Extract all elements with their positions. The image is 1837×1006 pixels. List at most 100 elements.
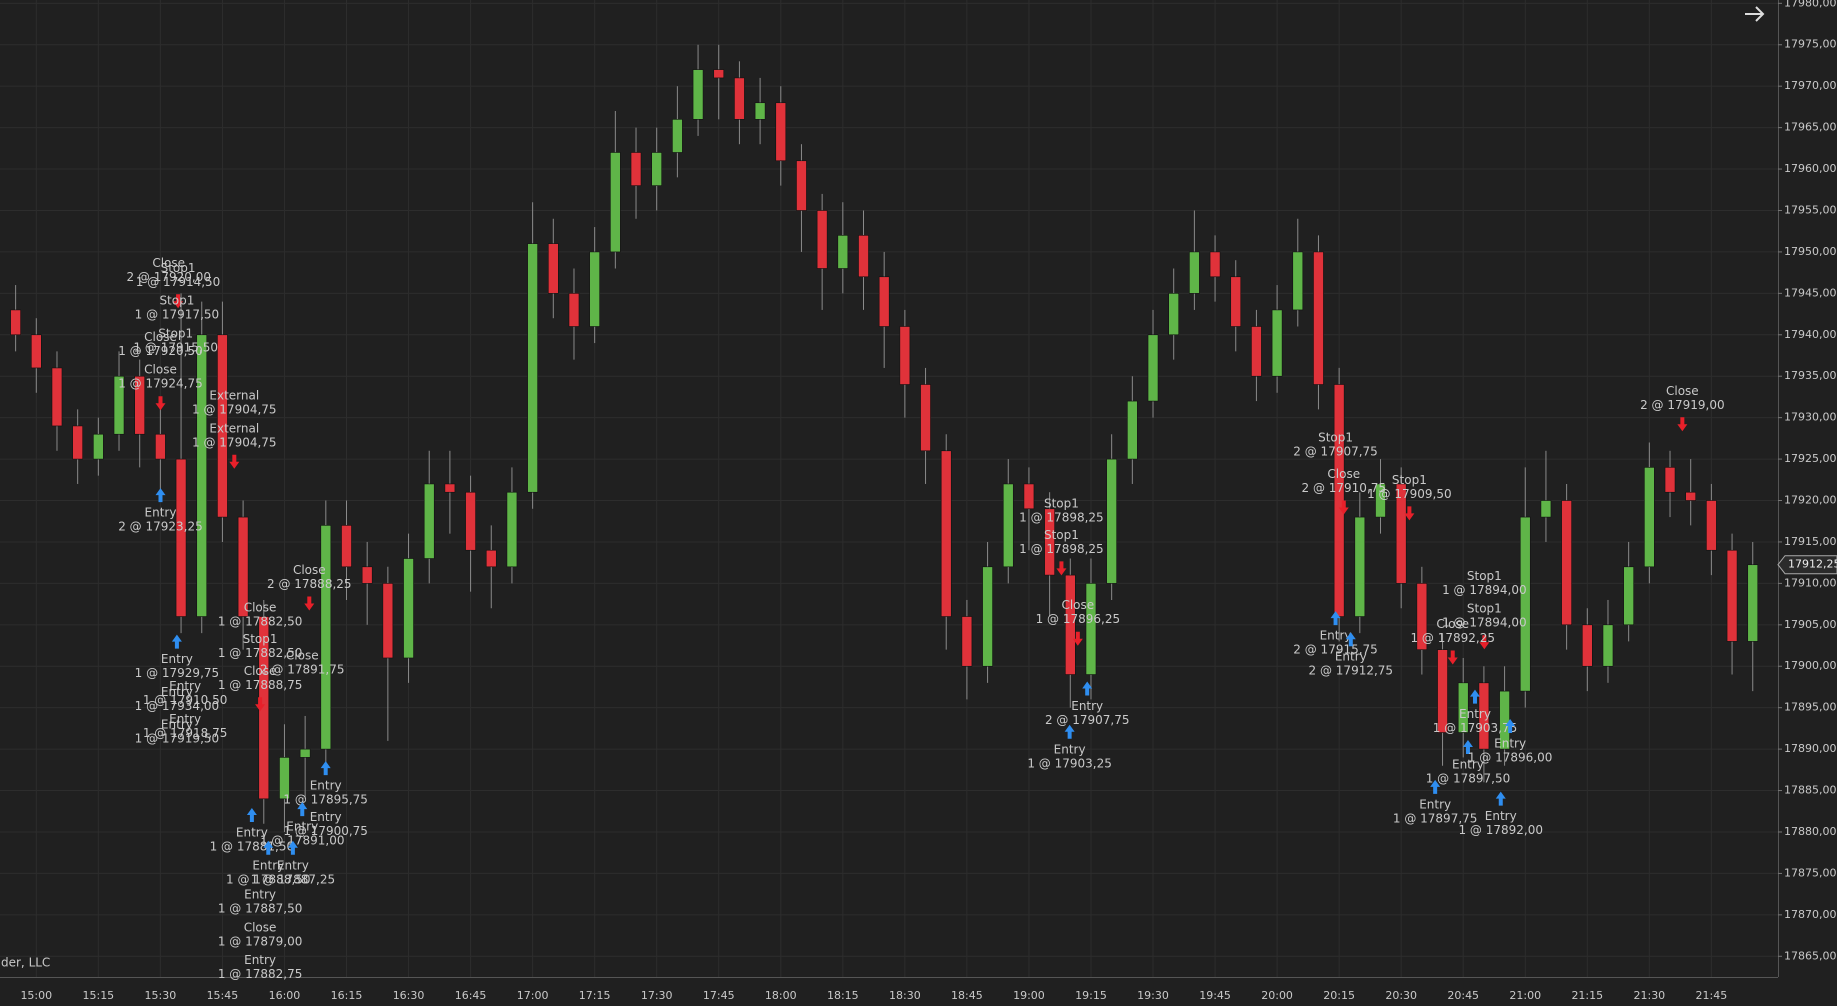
y-tick-label: 17900,00 <box>1784 659 1837 672</box>
y-tick-label: 17880,00 <box>1784 825 1837 838</box>
trade-label-title: Entry <box>244 953 276 967</box>
trade-label-title: Entry <box>169 712 201 726</box>
candle-body <box>920 384 931 452</box>
trade-label-text: 1 @ 17915,50 <box>133 340 218 354</box>
buy-arrow <box>287 840 298 855</box>
candle-body <box>444 483 456 493</box>
candle-body <box>1478 682 1490 750</box>
candle-body <box>1085 583 1097 675</box>
candle-body <box>155 433 166 460</box>
trade-label-title: Entry <box>1494 736 1526 750</box>
sell-arrow <box>173 294 184 309</box>
y-tick-label: 17905,00 <box>1784 618 1837 631</box>
trade-label-title: Entry <box>169 679 201 693</box>
y-tick-label: 17865,00 <box>1784 949 1837 962</box>
candle-body <box>1664 467 1676 493</box>
trade-label-text: 1 @ 17897,75 <box>1393 811 1478 825</box>
trade-label-title: Entry <box>161 718 193 732</box>
trade-label-text: 1 @ 17888,75 <box>218 678 303 692</box>
candle-body <box>279 757 290 800</box>
trade-label-text: 1 @ 17904,75 <box>192 435 277 449</box>
x-tick-label: 19:30 <box>1137 989 1169 1002</box>
navigate-arrow[interactable] <box>1745 6 1765 22</box>
x-tick-label: 21:45 <box>1696 989 1728 1002</box>
trade-label-title: Entry <box>1419 797 1451 811</box>
candle-body <box>30 334 42 369</box>
candle-body <box>10 309 21 336</box>
trade-label-title: Entry <box>1459 707 1491 721</box>
y-tick-label: 17940,00 <box>1784 328 1837 341</box>
buy-arrow <box>1345 632 1356 647</box>
trade-label-text: 1 @ 17924,75 <box>118 377 203 391</box>
trade-label-text: 1 @ 17891,00 <box>260 834 345 848</box>
candle-body <box>1230 276 1242 327</box>
trade-label-text: 2 @ 17907,75 <box>1293 445 1378 459</box>
trade-label-title: Stop1 <box>1318 431 1353 445</box>
trade-label-text: 1 @ 17898,25 <box>1019 542 1104 556</box>
buy-arrow <box>1462 740 1473 755</box>
trade-label-title: Close <box>244 664 277 678</box>
y-tick-label: 17955,00 <box>1784 203 1837 216</box>
sell-arrow <box>229 454 240 469</box>
candle-body <box>72 425 83 460</box>
trade-label-text: 2 @ 17919,00 <box>1640 398 1725 412</box>
trade-label-text: 1 @ 17897,50 <box>1426 772 1511 786</box>
x-tick-label: 19:45 <box>1199 989 1231 1002</box>
x-tick-label: 15:15 <box>82 989 114 1002</box>
trade-label-title: Stop1 <box>1044 528 1079 542</box>
trade-label-title: Entry <box>244 888 276 902</box>
candle-body <box>1168 293 1179 336</box>
trade-label-text: 1 @ 17879,00 <box>218 934 303 948</box>
candle-body <box>1044 508 1055 576</box>
trade-label-title: Stop1 <box>1044 496 1079 510</box>
x-tick-label: 21:00 <box>1509 989 1541 1002</box>
trade-label-title: Close <box>1327 467 1360 481</box>
trade-label-text: 1 @ 17914,50 <box>136 275 221 289</box>
sell-arrow <box>155 396 166 411</box>
candle-body <box>1147 334 1159 402</box>
trade-label-title: Entry <box>1452 758 1484 772</box>
trade-label-text: 2 @ 17891,75 <box>260 663 345 677</box>
x-tick-label: 20:30 <box>1385 989 1417 1002</box>
candle-body <box>816 210 828 269</box>
y-tick-label: 17965,00 <box>1784 121 1837 134</box>
candle-body <box>1251 326 1262 377</box>
trade-label-title: Stop1 <box>243 632 278 646</box>
sell-arrow <box>1338 500 1349 515</box>
trade-label-text: 1 @ 17910,50 <box>143 693 228 707</box>
candle-body <box>465 491 476 551</box>
candle-body <box>1561 500 1572 626</box>
trade-label-text: 1 @ 17895,75 <box>283 793 368 807</box>
candle-body <box>1623 566 1634 626</box>
trade-label-text: 1 @ 17881,50 <box>210 839 295 853</box>
candle-body <box>1189 251 1200 294</box>
trade-label-title: Stop1 <box>159 294 194 308</box>
trade-label-text: 2 @ 17888,25 <box>267 577 352 591</box>
x-tick-label: 21:15 <box>1571 989 1603 1002</box>
y-tick-label: 17910,00 <box>1784 576 1837 589</box>
trade-label-text: 2 @ 17910,75 <box>1302 481 1387 495</box>
candle-body <box>1023 483 1035 510</box>
candle-body <box>1540 500 1552 518</box>
trade-label-text: 1 @ 17900,75 <box>283 824 368 838</box>
sell-arrow <box>1056 561 1067 576</box>
trade-label-text: 2 @ 17912,75 <box>1309 664 1394 678</box>
buy-arrow <box>1469 689 1480 704</box>
y-tick-label: 17890,00 <box>1784 742 1837 755</box>
candle-body <box>1602 624 1614 667</box>
trade-label-title: Entry <box>1320 629 1352 643</box>
candle-body <box>1313 251 1324 385</box>
sell-arrow <box>304 596 315 611</box>
y-tick-label: 17915,00 <box>1784 535 1837 548</box>
candle-body <box>858 235 869 278</box>
buy-arrow <box>320 761 331 776</box>
candle-body <box>237 516 249 617</box>
buy-arrow <box>171 634 182 649</box>
x-tick-label: 20:00 <box>1261 989 1293 1002</box>
candle-body <box>734 77 745 120</box>
x-tick-label: 20:45 <box>1447 989 1479 1002</box>
candle-body <box>196 334 208 617</box>
x-tick-label: 16:15 <box>331 989 363 1002</box>
